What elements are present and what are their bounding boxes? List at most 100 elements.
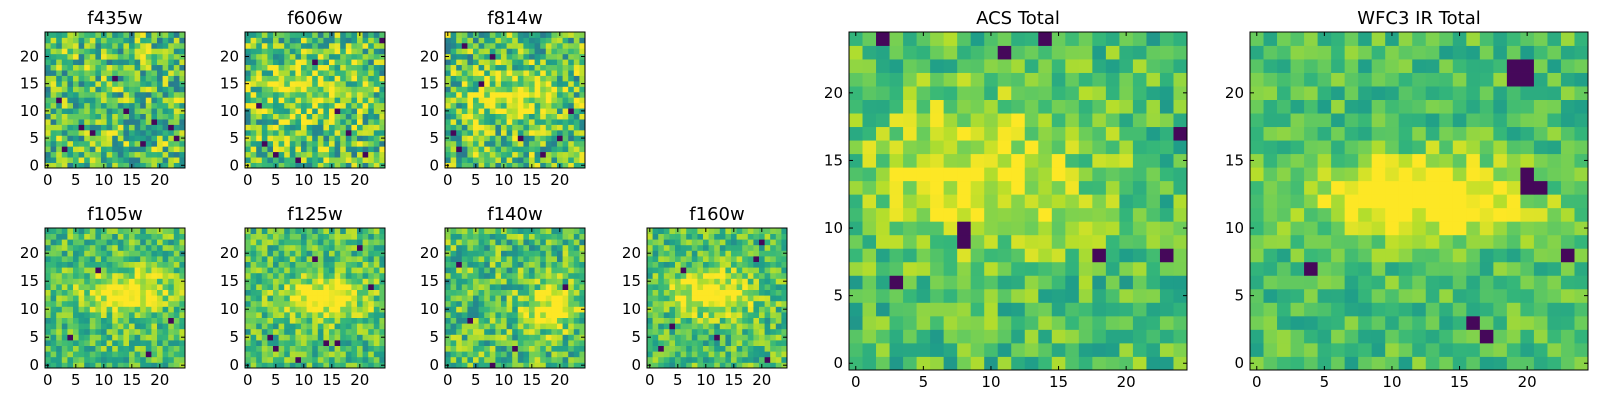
heatmap-cell <box>61 244 68 251</box>
heatmap-cell <box>317 102 324 109</box>
heatmap-cell <box>764 362 771 369</box>
heatmap-cell <box>473 91 479 98</box>
heatmap-cell <box>368 239 375 246</box>
heatmap-cell <box>725 317 732 324</box>
heatmap-cell <box>368 345 375 352</box>
heatmap-cell <box>312 362 319 369</box>
heatmap-cell <box>484 37 491 44</box>
heatmap-cell <box>573 129 580 136</box>
heatmap-cell <box>686 233 693 240</box>
heatmap-cell <box>345 284 352 290</box>
heatmap-cell <box>545 124 552 131</box>
heatmap-cell <box>256 42 263 49</box>
heatmap-cell <box>368 37 375 44</box>
heatmap-cell <box>456 91 463 98</box>
heatmap-cell <box>930 167 945 182</box>
heatmap-cell <box>759 340 765 346</box>
heatmap-cell <box>957 342 972 357</box>
heatmap-cell <box>289 356 296 363</box>
heatmap-cell <box>731 345 737 352</box>
heatmap-cell <box>663 267 670 274</box>
heatmap-cell <box>579 289 586 296</box>
y-tick-label: 5 <box>631 328 641 346</box>
heatmap-cell <box>889 180 904 195</box>
heatmap-cell <box>162 261 169 268</box>
heatmap-cell <box>67 86 74 93</box>
heatmap-cell <box>101 278 107 285</box>
heatmap-cell <box>478 75 485 82</box>
heatmap-cell <box>997 356 1012 371</box>
heatmap-cell <box>731 300 737 307</box>
heatmap-cell <box>473 356 479 363</box>
heatmap-cell <box>145 70 152 76</box>
heatmap-cell <box>523 312 530 318</box>
heatmap-cell <box>312 129 319 136</box>
heatmap-cell <box>145 151 152 158</box>
heatmap-cell <box>562 113 569 120</box>
heatmap-cell <box>323 295 330 302</box>
heatmap-cell <box>340 124 347 131</box>
heatmap-cell <box>312 244 319 251</box>
heatmap-cell <box>545 334 552 341</box>
heatmap-cell <box>162 37 169 44</box>
heatmap-cell <box>312 157 319 163</box>
heatmap-cell <box>312 42 319 49</box>
heatmap-cell <box>719 317 726 324</box>
heatmap-cell <box>506 244 513 251</box>
heatmap-cell <box>545 37 552 44</box>
heatmap-cell <box>50 151 57 158</box>
heatmap-cell <box>289 306 296 313</box>
heatmap-cell <box>663 228 670 234</box>
heatmap-cell <box>106 334 113 341</box>
heatmap-cell <box>568 157 575 163</box>
heatmap-cell <box>686 334 693 341</box>
heatmap-cell <box>84 356 91 363</box>
heatmap-cell <box>50 351 57 358</box>
heatmap-cell <box>340 42 347 49</box>
heatmap-cell <box>1011 261 1026 276</box>
heatmap-cell <box>1078 342 1093 357</box>
heatmap-cell <box>157 70 163 76</box>
heatmap-cell <box>78 59 85 66</box>
heatmap-cell <box>157 119 163 125</box>
heatmap-cell <box>675 340 681 346</box>
heatmap-cell <box>334 272 341 279</box>
heatmap-cell <box>173 102 180 109</box>
heatmap-cell <box>73 267 79 274</box>
heatmap-cell <box>323 233 330 240</box>
heatmap-cell <box>647 328 653 335</box>
heatmap-cell <box>551 289 558 296</box>
heatmap-cell <box>112 312 119 318</box>
heatmap-cell <box>250 59 257 66</box>
heatmap-cell <box>306 278 313 285</box>
heatmap-cell <box>379 157 386 163</box>
heatmap-cell <box>669 250 676 257</box>
heatmap-cell <box>523 295 530 302</box>
heatmap-cell <box>957 221 972 236</box>
heatmap-cell <box>467 37 474 44</box>
heatmap-cell <box>123 151 130 158</box>
heatmap-cell <box>112 86 119 93</box>
heatmap-cell <box>747 278 754 285</box>
heatmap-cell <box>512 86 519 93</box>
heatmap-cell <box>450 124 457 131</box>
heatmap-cell <box>334 340 341 346</box>
heatmap-cell <box>862 153 877 168</box>
heatmap-cell <box>450 80 457 87</box>
heatmap-cell <box>61 42 68 49</box>
heatmap-cell <box>129 295 135 302</box>
heatmap-cell <box>112 151 119 158</box>
heatmap-cell <box>329 75 335 82</box>
heatmap-cell <box>1092 234 1107 249</box>
heatmap-cell <box>562 119 569 125</box>
heatmap-cell <box>1065 194 1080 209</box>
heatmap-cell <box>317 135 324 142</box>
heatmap-cell <box>697 345 704 352</box>
heatmap-cell <box>295 53 302 60</box>
heatmap-cell <box>506 32 513 38</box>
heatmap-cell <box>61 317 68 324</box>
heatmap-cell <box>89 80 96 87</box>
heatmap-cell <box>95 228 102 234</box>
heatmap-cell <box>357 146 363 153</box>
heatmap-cell <box>289 312 296 318</box>
